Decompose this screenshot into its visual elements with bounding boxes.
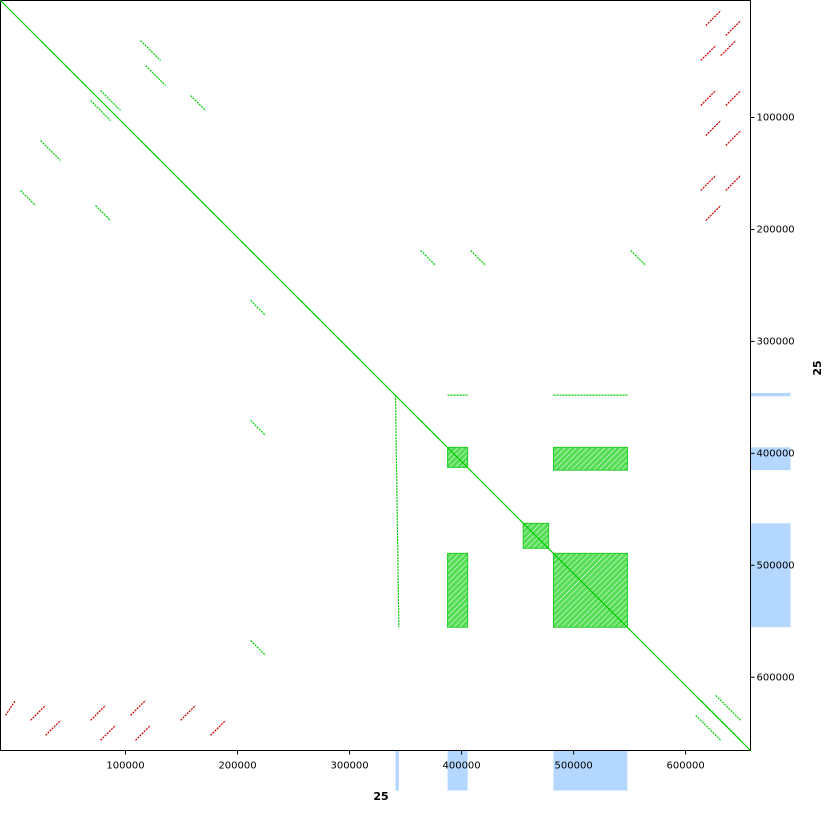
match-segment bbox=[180, 180, 201, 201]
match-segment bbox=[200, 200, 221, 221]
y-tick-label: 400000 bbox=[757, 448, 795, 459]
match-segment bbox=[90, 704, 107, 721]
match-segment bbox=[190, 95, 207, 111]
match-segment bbox=[40, 40, 61, 61]
x-tick-label: 300000 bbox=[330, 761, 368, 772]
x-tick-label: 600000 bbox=[667, 761, 705, 772]
match-segment bbox=[135, 724, 151, 741]
y-tick-label: 200000 bbox=[757, 224, 795, 235]
match-segment bbox=[420, 420, 442, 441]
match-segment bbox=[725, 175, 742, 191]
x-tick-label: 200000 bbox=[218, 761, 256, 772]
match-segment bbox=[725, 130, 742, 146]
match-segment bbox=[240, 240, 262, 261]
match-segment bbox=[300, 300, 322, 321]
match-segment bbox=[700, 90, 717, 106]
match-segment bbox=[145, 65, 166, 86]
match-segment bbox=[700, 699, 742, 741]
match-segment bbox=[100, 724, 116, 741]
match-segment bbox=[340, 340, 362, 361]
match-segment bbox=[630, 250, 647, 266]
match-segment bbox=[140, 140, 162, 161]
x-tick-label: 400000 bbox=[442, 761, 480, 772]
match-segment bbox=[210, 719, 226, 736]
match-segment bbox=[100, 90, 121, 111]
match-segment bbox=[40, 140, 61, 161]
y-axis-title: 25 bbox=[811, 360, 824, 375]
repeat-block bbox=[552, 446, 628, 471]
match-segment bbox=[705, 10, 722, 27]
x-tick-label: 500000 bbox=[555, 761, 593, 772]
match-segment bbox=[180, 704, 196, 721]
match-segment bbox=[720, 40, 737, 57]
match-segment bbox=[30, 704, 46, 721]
match-segment bbox=[250, 640, 266, 656]
match-segment bbox=[394, 395, 400, 628]
match-segment bbox=[0, 0, 751, 751]
repeat-block bbox=[447, 552, 469, 628]
match-segment bbox=[470, 250, 487, 266]
match-segment bbox=[725, 20, 742, 36]
x-coverage bbox=[447, 750, 468, 791]
x-tick-label: 100000 bbox=[106, 761, 144, 772]
match-segment bbox=[705, 120, 722, 136]
y-tick-label: 600000 bbox=[757, 672, 795, 683]
y-coverage bbox=[750, 523, 791, 628]
match-segment bbox=[130, 699, 146, 716]
x-coverage bbox=[395, 750, 399, 791]
match-segment bbox=[250, 300, 266, 316]
match-segment bbox=[45, 719, 61, 736]
y-coverage bbox=[750, 392, 791, 397]
y-coverage bbox=[750, 447, 791, 471]
match-segment bbox=[700, 45, 717, 61]
match-segment bbox=[700, 175, 717, 191]
match-segment bbox=[725, 90, 742, 106]
y-tick-label: 500000 bbox=[757, 560, 795, 571]
match-segment bbox=[65, 65, 86, 86]
x-coverage bbox=[553, 750, 628, 791]
match-segment bbox=[140, 40, 162, 61]
match-segment bbox=[5, 700, 17, 716]
match-segment bbox=[95, 205, 111, 221]
match-segment bbox=[705, 205, 722, 221]
match-segment bbox=[420, 250, 437, 266]
x-axis-title: 25 bbox=[373, 790, 388, 803]
y-tick-label: 300000 bbox=[757, 336, 795, 347]
y-tick-label: 100000 bbox=[757, 112, 795, 123]
match-segment bbox=[90, 100, 111, 121]
match-segment bbox=[250, 420, 266, 436]
match-segment bbox=[20, 190, 36, 206]
